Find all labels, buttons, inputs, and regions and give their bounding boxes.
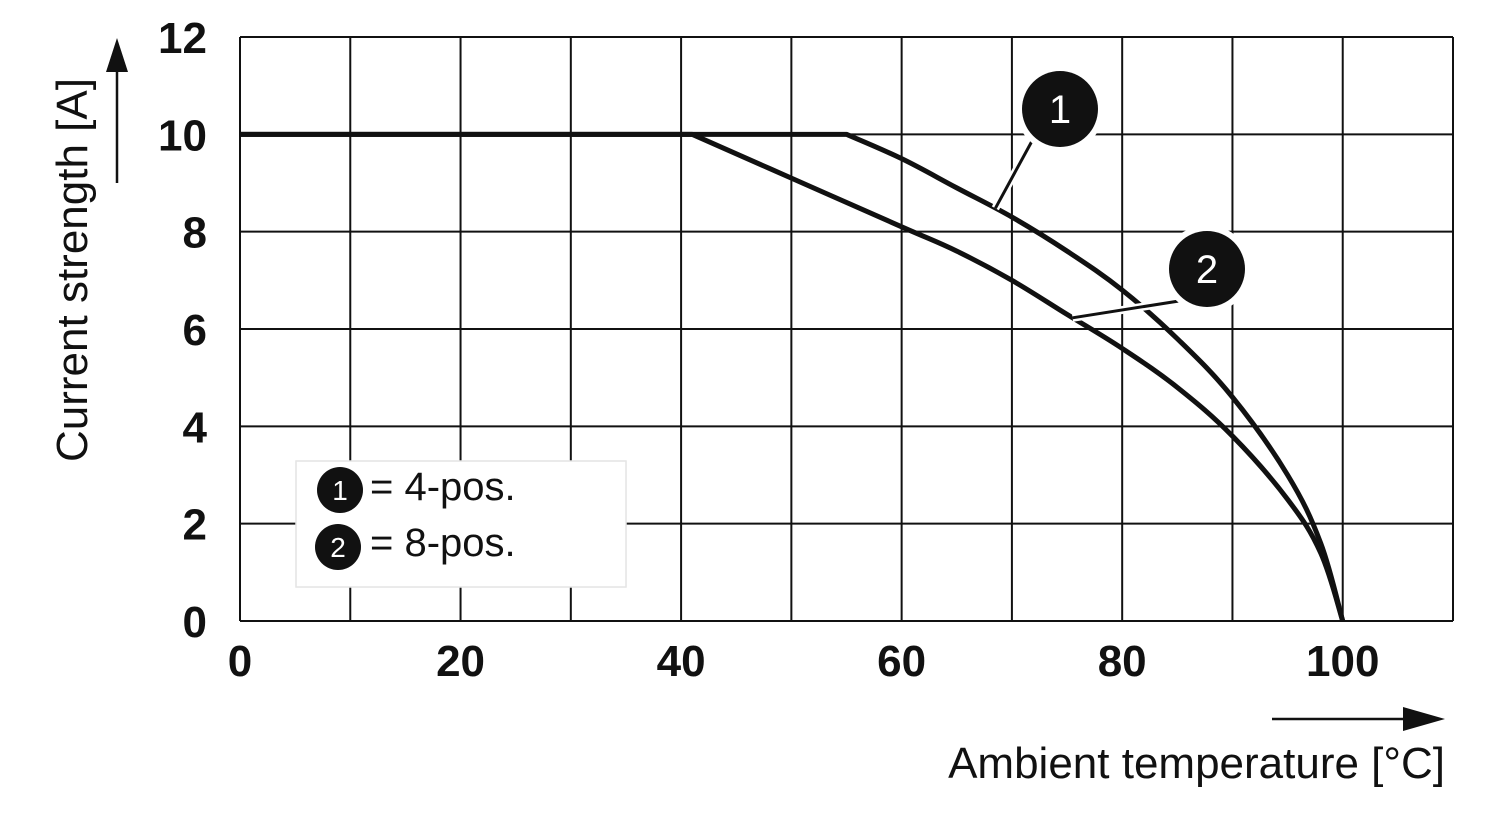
legend: 1 = 4-pos. 2 = 8-pos.: [295, 460, 627, 588]
x-tick-label: 100: [1306, 637, 1379, 686]
series-lines: [240, 131, 1346, 622]
y-axis-title: Current strength [A]: [48, 78, 97, 462]
y-tick-label: 4: [183, 403, 208, 452]
x-tick-label: 20: [436, 637, 485, 686]
legend-label-2: = 8-pos.: [370, 521, 516, 565]
callout-label-2: 2: [1196, 248, 1218, 292]
x-tick-labels: 0 20 40 60 80 100: [228, 637, 1380, 686]
legend-item-2: 2 = 8-pos.: [315, 521, 516, 570]
y-tick-label: 12: [158, 14, 207, 63]
x-axis-title-group: Ambient temperature [°C]: [948, 707, 1445, 788]
series-line-2: [240, 131, 1346, 622]
callout-marker-1: [1022, 71, 1098, 147]
series-line-1: [240, 131, 1346, 622]
y-tick-label: 6: [183, 306, 207, 355]
callout-label-1: 1: [1049, 88, 1071, 132]
legend-marker-1: [317, 467, 363, 513]
callout-leader-2: [1072, 299, 1180, 320]
y-axis-title-group: Current strength [A]: [48, 38, 128, 462]
series-callouts: 12: [991, 65, 1251, 322]
y-tick-labels: 0 2 4 6 8 10 12: [158, 14, 207, 647]
callout-marker-2: [1169, 231, 1245, 307]
legend-label-1: = 4-pos.: [370, 465, 516, 509]
legend-marker-2-label: 2: [330, 532, 346, 563]
legend-marker-2: [315, 524, 361, 570]
x-axis-arrow-head: [1403, 707, 1445, 731]
y-tick-label: 0: [183, 598, 207, 647]
x-tick-label: 0: [228, 637, 252, 686]
x-tick-label: 60: [877, 637, 926, 686]
y-tick-label: 8: [183, 209, 207, 258]
x-axis-title: Ambient temperature [°C]: [948, 739, 1445, 788]
x-tick-label: 40: [657, 637, 706, 686]
y-tick-label: 10: [158, 111, 207, 160]
y-tick-label: 2: [183, 501, 207, 550]
legend-item-1: 1 = 4-pos.: [317, 465, 516, 513]
legend-marker-1-label: 1: [332, 475, 348, 506]
y-axis-arrow-head: [106, 38, 128, 72]
x-tick-label: 80: [1098, 637, 1147, 686]
callout-leader-1: [994, 140, 1034, 210]
